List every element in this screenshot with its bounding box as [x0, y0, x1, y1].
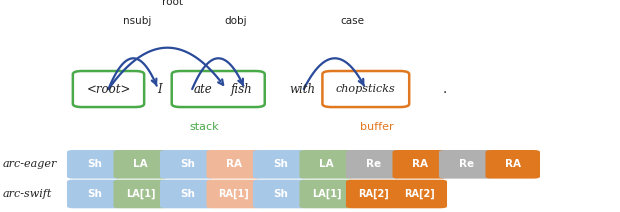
Text: LA[1]: LA[1]	[126, 189, 156, 199]
Text: arc-eager: arc-eager	[2, 159, 57, 169]
FancyBboxPatch shape	[322, 71, 409, 107]
FancyBboxPatch shape	[160, 180, 215, 208]
FancyBboxPatch shape	[73, 71, 144, 107]
Text: LA[1]: LA[1]	[312, 189, 342, 199]
FancyBboxPatch shape	[113, 150, 168, 179]
FancyBboxPatch shape	[346, 180, 401, 208]
Text: ate: ate	[194, 82, 213, 96]
Text: Sh: Sh	[180, 159, 195, 169]
Text: RA[2]: RA[2]	[358, 189, 389, 199]
Text: RA: RA	[226, 159, 242, 169]
Text: LA: LA	[319, 159, 334, 169]
FancyBboxPatch shape	[113, 180, 168, 208]
Text: Sh: Sh	[180, 189, 195, 199]
Text: <root>: <root>	[86, 82, 131, 96]
Text: .: .	[443, 82, 447, 96]
Text: Re: Re	[459, 159, 474, 169]
Text: LA: LA	[133, 159, 148, 169]
FancyBboxPatch shape	[439, 150, 494, 179]
Text: RA: RA	[505, 159, 521, 169]
FancyBboxPatch shape	[485, 150, 540, 179]
Text: fish: fish	[231, 82, 253, 96]
Text: Sh: Sh	[87, 159, 102, 169]
Text: case: case	[340, 16, 364, 26]
FancyBboxPatch shape	[392, 150, 447, 179]
Text: buffer: buffer	[360, 122, 394, 132]
Text: arc-swift: arc-swift	[2, 189, 52, 199]
FancyBboxPatch shape	[206, 150, 261, 179]
Text: RA[2]: RA[2]	[404, 189, 435, 199]
Text: Sh: Sh	[273, 189, 288, 199]
Text: Re: Re	[366, 159, 381, 169]
Text: chopsticks: chopsticks	[336, 84, 396, 94]
FancyBboxPatch shape	[253, 180, 308, 208]
FancyBboxPatch shape	[67, 150, 122, 179]
FancyBboxPatch shape	[392, 180, 447, 208]
Text: RA: RA	[412, 159, 428, 169]
FancyBboxPatch shape	[299, 150, 354, 179]
FancyBboxPatch shape	[346, 150, 401, 179]
FancyBboxPatch shape	[299, 180, 354, 208]
Text: dobj: dobj	[224, 16, 247, 26]
Text: I: I	[157, 82, 162, 96]
Text: RA[1]: RA[1]	[218, 189, 249, 199]
Text: Sh: Sh	[273, 159, 288, 169]
Text: Sh: Sh	[87, 189, 102, 199]
FancyBboxPatch shape	[67, 180, 122, 208]
FancyBboxPatch shape	[172, 71, 265, 107]
Text: stack: stack	[190, 122, 219, 132]
Text: nsubj: nsubj	[123, 16, 152, 26]
FancyBboxPatch shape	[160, 150, 215, 179]
FancyBboxPatch shape	[253, 150, 308, 179]
Text: root: root	[162, 0, 183, 7]
Text: with: with	[289, 82, 315, 96]
FancyBboxPatch shape	[206, 180, 261, 208]
